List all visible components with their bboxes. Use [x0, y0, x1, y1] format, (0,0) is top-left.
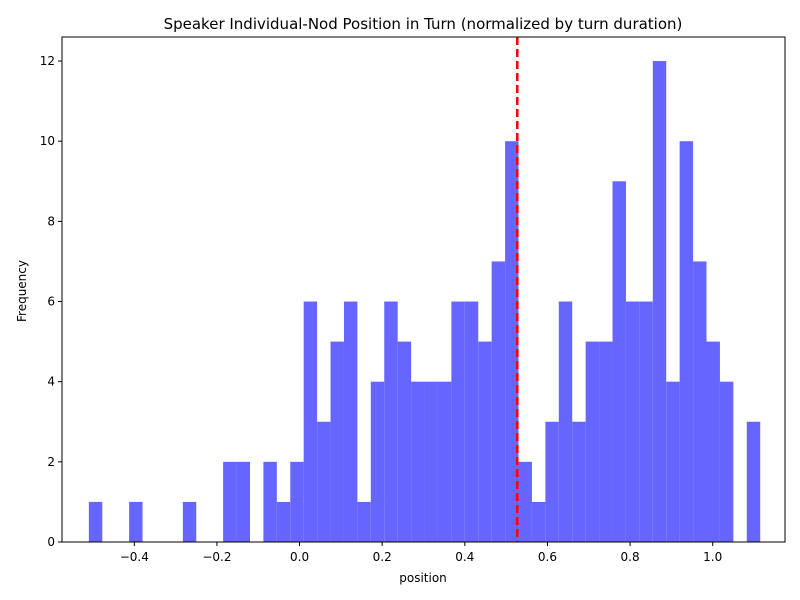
histogram-bar — [639, 301, 653, 542]
histogram-bar — [290, 461, 304, 542]
histogram-bar — [558, 301, 573, 542]
histogram-bar — [451, 301, 465, 542]
histogram-bar — [531, 501, 546, 542]
histogram-bar — [464, 301, 479, 542]
x-tick-label: 1.0 — [703, 550, 722, 564]
histogram-bar — [276, 501, 291, 542]
y-axis-label: Frequency — [15, 260, 29, 322]
histogram-bar — [317, 421, 331, 542]
y-tick-label: 12 — [40, 54, 55, 68]
y-tick-label: 0 — [47, 535, 55, 549]
histogram-bar — [330, 341, 344, 542]
histogram-bar — [679, 141, 694, 542]
histogram-bar — [545, 421, 559, 542]
histogram-bar — [303, 301, 318, 542]
x-tick-label: 0.0 — [290, 550, 309, 564]
histogram-bar — [693, 261, 707, 542]
x-tick-label: 0.4 — [455, 550, 474, 564]
histogram-bar — [88, 501, 103, 542]
x-tick-label: −0.4 — [120, 550, 149, 564]
histogram-bar — [491, 261, 506, 542]
histogram-bar — [397, 341, 412, 542]
histogram-bar — [585, 341, 600, 542]
x-tick-label: 0.2 — [373, 550, 392, 564]
histogram-bar — [746, 421, 761, 542]
histogram-bar — [236, 461, 250, 542]
histogram-bar — [263, 461, 277, 542]
histogram-bar — [182, 501, 197, 542]
histogram-bar — [343, 301, 358, 542]
histogram-bar — [625, 301, 640, 542]
x-tick-label: 0.6 — [538, 550, 557, 564]
histogram-bar — [424, 381, 438, 542]
y-tick-label: 2 — [47, 455, 55, 469]
histogram-bar — [706, 341, 720, 542]
histogram-bar — [505, 141, 519, 542]
y-tick-label: 10 — [40, 134, 55, 148]
histogram-bar — [478, 341, 492, 542]
histogram-bar — [223, 461, 237, 542]
histogram-bar — [411, 381, 425, 542]
y-tick-label: 4 — [47, 375, 55, 389]
plot-frame — [61, 36, 786, 543]
histogram-bar — [518, 461, 532, 542]
histogram-bar — [572, 421, 586, 542]
x-axis-ticks: −0.4 −0.2 0.0 0.2 0.4 0.6 0.8 1.0 — [120, 542, 722, 564]
histogram-bar — [666, 381, 680, 542]
x-tick-label: 0.8 — [621, 550, 640, 564]
histogram-bars — [88, 61, 761, 543]
histogram-bar — [357, 501, 371, 542]
x-tick-label: −0.2 — [202, 550, 231, 564]
chart-title: Speaker Individual-Nod Position in Turn … — [164, 15, 683, 33]
histogram-bar — [384, 301, 398, 542]
histogram-bar — [370, 381, 385, 542]
x-axis-label: position — [399, 571, 447, 585]
histogram-bar — [599, 341, 613, 542]
histogram-bar — [652, 61, 667, 543]
y-tick-label: 8 — [47, 214, 55, 228]
histogram-bar — [437, 381, 452, 542]
histogram-bar — [719, 381, 734, 542]
y-axis-ticks: 0 2 4 6 8 10 12 — [40, 54, 62, 549]
y-tick-label: 6 — [47, 295, 55, 309]
histogram-bar — [129, 501, 143, 542]
histogram-bar — [612, 181, 626, 543]
